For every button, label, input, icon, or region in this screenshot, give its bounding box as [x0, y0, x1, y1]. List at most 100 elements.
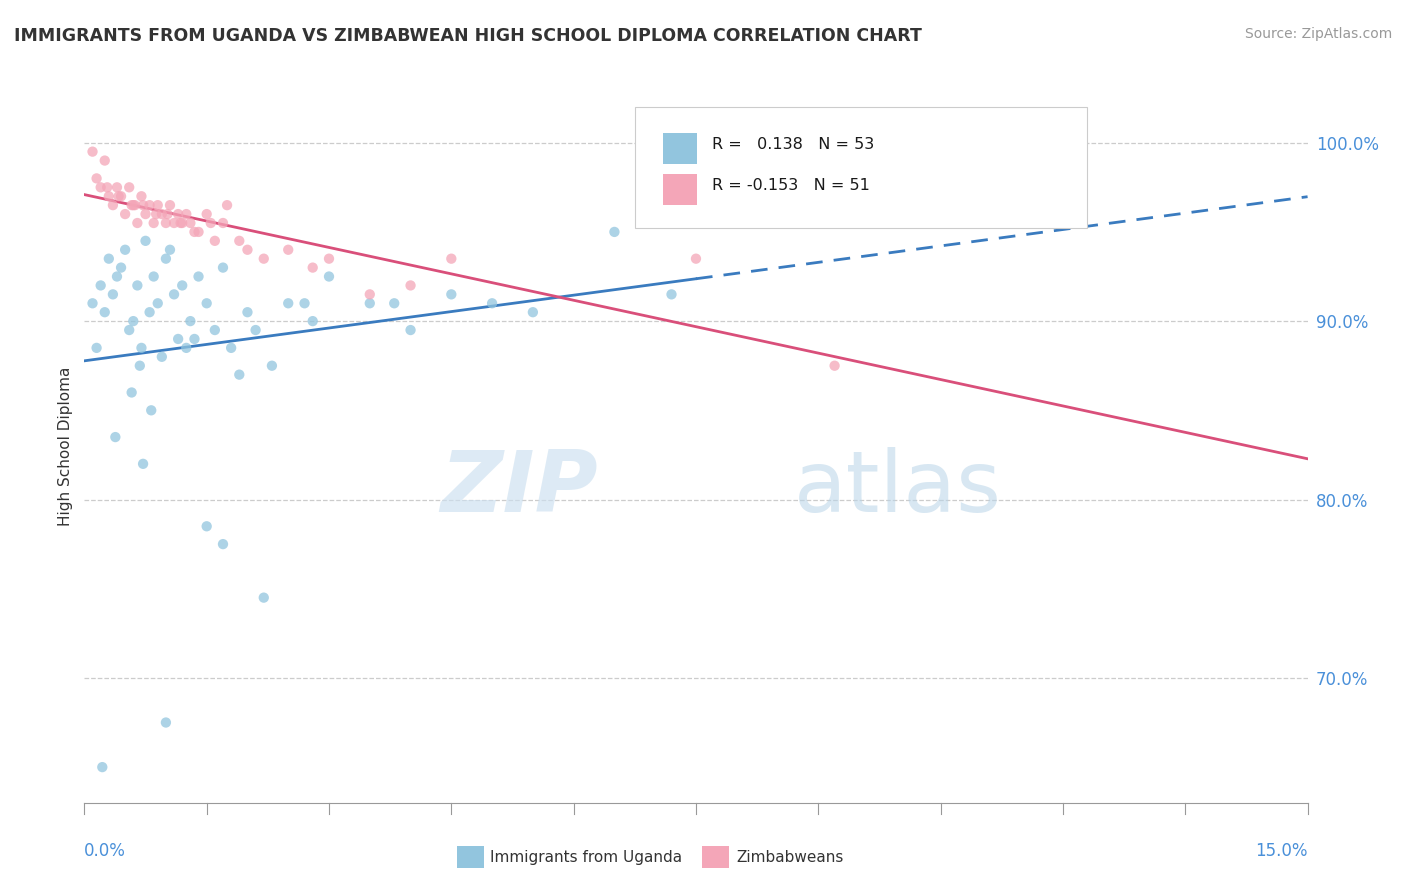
- Point: [167, 207, 190, 221]
- Point: [228, 234, 250, 248]
- Point: [86, 171, 108, 186]
- Point: [96, 180, 118, 194]
- Point: [146, 198, 169, 212]
- Point: [236, 243, 259, 257]
- Point: [359, 287, 381, 301]
- Point: [183, 225, 205, 239]
- Point: [156, 207, 179, 221]
- Point: [253, 252, 276, 266]
- Text: Immigrants from Uganda: Immigrants from Uganda: [491, 849, 682, 864]
- FancyBboxPatch shape: [636, 107, 1087, 228]
- Point: [135, 234, 157, 248]
- Point: [382, 296, 405, 310]
- Point: [399, 323, 422, 337]
- Point: [204, 234, 226, 248]
- Point: [132, 457, 155, 471]
- Point: [145, 207, 167, 221]
- Text: R = -0.153   N = 51: R = -0.153 N = 51: [711, 178, 870, 193]
- Point: [440, 287, 463, 301]
- Point: [127, 216, 149, 230]
- Point: [167, 332, 190, 346]
- Point: [440, 252, 463, 266]
- Point: [101, 198, 124, 212]
- Point: [97, 189, 120, 203]
- Point: [105, 269, 128, 284]
- Point: [121, 385, 143, 400]
- Point: [118, 180, 141, 194]
- Point: [253, 591, 276, 605]
- Point: [179, 216, 201, 230]
- Point: [155, 216, 177, 230]
- Point: [318, 269, 340, 284]
- Point: [159, 198, 181, 212]
- Point: [212, 537, 235, 551]
- Point: [163, 216, 186, 230]
- Text: 0.0%: 0.0%: [84, 842, 127, 860]
- Point: [141, 403, 163, 417]
- Point: [121, 198, 143, 212]
- Point: [159, 243, 181, 257]
- Point: [114, 207, 136, 221]
- Point: [131, 341, 153, 355]
- Point: [128, 359, 150, 373]
- Text: R =   0.138   N = 53: R = 0.138 N = 53: [711, 137, 875, 153]
- Point: [91, 760, 114, 774]
- Point: [132, 198, 155, 212]
- Point: [260, 359, 283, 373]
- Point: [93, 305, 115, 319]
- Point: [163, 287, 186, 301]
- Text: atlas: atlas: [794, 447, 1002, 531]
- Point: [200, 216, 222, 230]
- Point: [150, 350, 173, 364]
- Point: [122, 314, 145, 328]
- Point: [217, 198, 239, 212]
- Point: [174, 341, 197, 355]
- Y-axis label: High School Diploma: High School Diploma: [58, 367, 73, 525]
- Point: [82, 145, 104, 159]
- Point: [150, 207, 173, 221]
- Point: [824, 359, 846, 373]
- Point: [204, 323, 226, 337]
- FancyBboxPatch shape: [664, 133, 697, 164]
- Point: [172, 216, 194, 230]
- Point: [195, 519, 218, 533]
- Point: [90, 278, 112, 293]
- Point: [82, 296, 104, 310]
- Point: [101, 287, 124, 301]
- Point: [359, 296, 381, 310]
- Point: [481, 296, 503, 310]
- Point: [179, 314, 201, 328]
- Point: [236, 305, 259, 319]
- Point: [301, 314, 323, 328]
- Point: [97, 252, 120, 266]
- Point: [195, 296, 218, 310]
- Point: [187, 225, 209, 239]
- Text: Source: ZipAtlas.com: Source: ZipAtlas.com: [1244, 27, 1392, 41]
- Point: [174, 207, 197, 221]
- Point: [110, 260, 132, 275]
- Point: [169, 216, 191, 230]
- Point: [195, 207, 218, 221]
- Point: [124, 198, 146, 212]
- Point: [183, 332, 205, 346]
- Point: [105, 180, 128, 194]
- Point: [245, 323, 267, 337]
- Point: [104, 430, 127, 444]
- Point: [219, 341, 242, 355]
- Point: [277, 296, 299, 310]
- FancyBboxPatch shape: [664, 174, 697, 205]
- Point: [127, 278, 149, 293]
- FancyBboxPatch shape: [457, 846, 484, 869]
- Point: [131, 189, 153, 203]
- Point: [212, 260, 235, 275]
- Point: [138, 305, 160, 319]
- Point: [107, 189, 129, 203]
- Point: [135, 207, 157, 221]
- Point: [277, 243, 299, 257]
- Point: [118, 323, 141, 337]
- Point: [172, 278, 194, 293]
- Point: [294, 296, 316, 310]
- Point: [661, 287, 683, 301]
- Point: [685, 252, 707, 266]
- Point: [187, 269, 209, 284]
